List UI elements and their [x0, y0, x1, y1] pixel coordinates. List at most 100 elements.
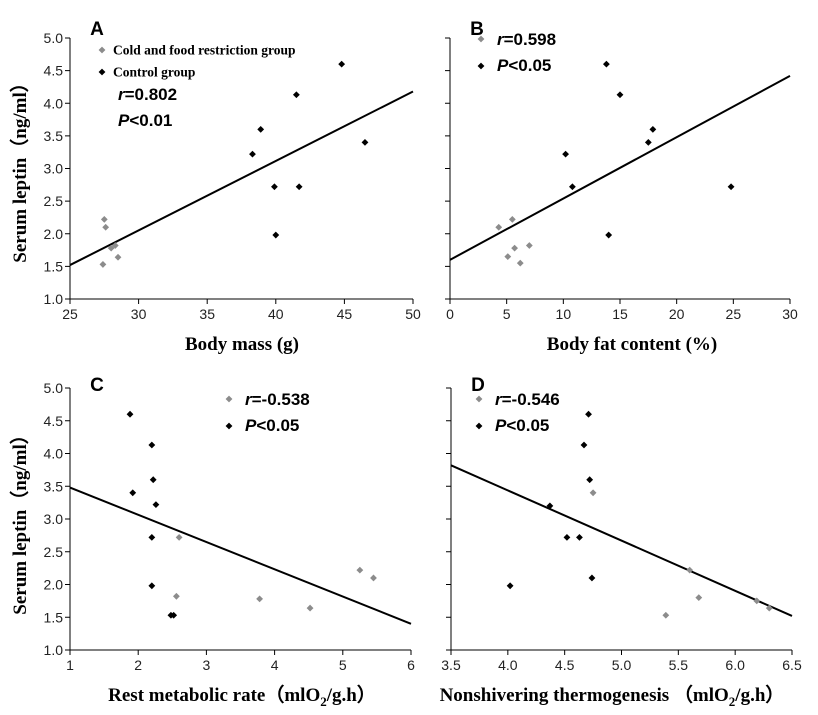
x-axis-title-subscript: 2 — [320, 694, 327, 709]
data-point — [525, 242, 533, 249]
data-point — [102, 223, 110, 231]
y-tick-label: 4.5 — [44, 413, 64, 429]
panel-label: D — [471, 375, 485, 396]
x-axis-title-main: Nonshivering thermogenesis （mlO — [440, 683, 729, 706]
data-point — [580, 441, 588, 449]
data-point — [644, 139, 652, 146]
series-control — [126, 410, 178, 619]
data-point — [616, 91, 624, 99]
data-point — [765, 604, 773, 612]
p-value-value: <0.05 — [506, 416, 549, 435]
x-axis-title-subscript: 2 — [729, 694, 736, 709]
x-axis-title-main: Body mass (g) — [185, 334, 299, 355]
data-point — [249, 150, 256, 158]
p-value-symbol: P — [495, 416, 507, 435]
x-axis-title: Body mass (g) — [185, 334, 299, 355]
y-axis-title: Serum leptin（ng/ml） — [8, 425, 31, 614]
data-point — [257, 125, 265, 133]
data-point — [662, 611, 670, 619]
x-tick-label: 1 — [66, 657, 74, 673]
data-point — [148, 582, 156, 590]
x-axis-title: Body fat content (%) — [547, 334, 717, 355]
data-point — [272, 231, 280, 239]
data-point — [361, 139, 369, 146]
x-axis-title-tail: /g.h） — [734, 683, 784, 706]
x-tick-label: 15 — [612, 306, 628, 322]
series-control — [506, 410, 596, 590]
legend-marker — [98, 46, 106, 54]
y-tick-label: 3.5 — [44, 478, 64, 494]
x-tick-label: 30 — [131, 306, 147, 322]
x-tick-label: 25 — [62, 306, 78, 322]
correlation-r-value: =-0.546 — [502, 390, 560, 409]
correlation-r-value: =0.802 — [125, 85, 177, 104]
p-value-symbol: P — [497, 56, 509, 75]
data-point — [271, 183, 278, 191]
correlation-r: r=-0.538 — [245, 390, 310, 409]
data-point — [111, 242, 119, 249]
panel-c: C 1 2 3 4 5 6 1.0 1.5 2.0 2.5 3.0 3.5 4.0 4.5 5.0 Rest m… — [8, 375, 415, 709]
panel-label: B — [470, 19, 484, 40]
series-cold-food-restriction — [589, 489, 773, 619]
series-cold-food-restriction — [495, 215, 533, 267]
correlation-r: r=-0.546 — [495, 390, 560, 409]
panel-b: B 0 5 10 15 20 25 30 Body fat content (%) r=0.598… — [445, 19, 798, 355]
data-point — [588, 574, 596, 582]
x-tick-label: 20 — [669, 306, 685, 322]
y-tick-label: 3.0 — [44, 511, 64, 527]
data-point — [148, 441, 156, 449]
data-point — [727, 183, 735, 191]
y-tick-label: 1.5 — [44, 258, 64, 274]
x-tick-label: 2 — [134, 657, 142, 673]
data-point — [686, 566, 694, 574]
x-tick-label: 4 — [271, 657, 279, 673]
stat-marker-control-group — [477, 62, 485, 70]
y-tick-label: 1.5 — [44, 609, 64, 625]
data-point — [172, 592, 180, 600]
y-tick-label: 1.0 — [44, 291, 64, 307]
data-point — [504, 253, 512, 260]
x-tick-label: 40 — [268, 306, 284, 322]
correlation-r-symbol: r — [118, 85, 126, 104]
x-tick-label: 6.0 — [725, 657, 745, 673]
x-tick-label: 4.0 — [498, 657, 518, 673]
x-axis-title-tail: /g.h） — [326, 683, 376, 706]
x-tick-label: 0 — [446, 306, 454, 322]
data-point — [695, 594, 703, 601]
x-tick-label: 5.0 — [612, 657, 632, 673]
trend-line — [69, 486, 412, 625]
y-tick-label: 5.0 — [44, 30, 64, 46]
correlation-r-value: =-0.538 — [252, 390, 310, 409]
data-point — [605, 231, 613, 239]
correlation-r-symbol: r — [495, 390, 503, 409]
correlation-r: r=0.802 — [118, 85, 177, 104]
y-tick-label: 3.5 — [44, 128, 64, 144]
x-tick-label: 6.5 — [782, 657, 802, 673]
y-tick-label: 1.0 — [44, 642, 64, 658]
stat-marker-cold-group — [477, 35, 485, 43]
data-point — [292, 91, 300, 99]
x-tick-label: 30 — [782, 306, 798, 322]
data-point — [511, 244, 518, 252]
legend-label: Control group — [113, 65, 195, 80]
y-axis-title: Serum leptin（ng/ml） — [8, 73, 31, 262]
p-value-value: <0.01 — [129, 111, 172, 130]
data-point — [99, 261, 107, 268]
data-point — [753, 597, 761, 605]
p-value-symbol: P — [118, 111, 130, 130]
panel-label: C — [90, 375, 104, 396]
data-point — [603, 60, 610, 68]
data-point — [546, 502, 554, 510]
data-point — [114, 253, 122, 261]
x-tick-label: 50 — [405, 306, 421, 322]
data-point — [100, 215, 108, 223]
x-axis-title-main: Rest metabolic rate（mlO — [108, 683, 320, 706]
p-value-value: <0.05 — [508, 56, 551, 75]
x-tick-label: 6 — [407, 657, 415, 673]
data-point — [295, 183, 303, 191]
trend-line — [449, 74, 791, 261]
panel-label: A — [90, 19, 104, 40]
data-point — [306, 604, 314, 612]
data-point — [152, 501, 160, 508]
